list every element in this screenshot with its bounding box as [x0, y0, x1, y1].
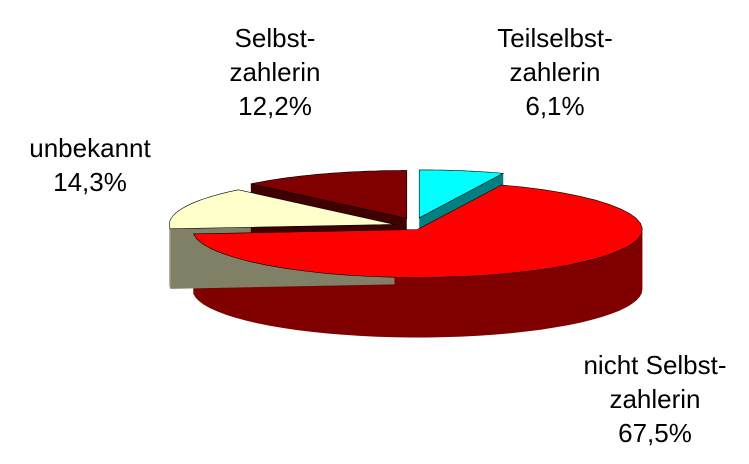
value-label: 12,2%: [238, 91, 312, 121]
slice-label: Teilselbst-zahlerin 6,1%: [497, 23, 613, 121]
label-line: zahlerin: [609, 384, 700, 414]
label-line: nicht Selbst-: [583, 350, 726, 380]
value-label: 14,3%: [53, 167, 127, 197]
label-line: Teilselbst-: [497, 23, 613, 53]
label-line: unbekannt: [29, 133, 151, 163]
slice-label: nicht Selbst-zahlerin 67,5%: [583, 350, 726, 448]
label-line: zahlerin: [229, 57, 320, 87]
value-label: 6,1%: [525, 91, 584, 121]
slice: [418, 169, 505, 219]
label-line: Selbst-: [235, 23, 316, 53]
slice: [169, 189, 395, 230]
value-label: 67,5%: [618, 418, 692, 448]
slice-label: Selbst-zahlerin 12,2%: [229, 23, 320, 121]
label-line: zahlerin: [509, 57, 600, 87]
slice-side: [193, 229, 643, 338]
slice: [192, 184, 643, 278]
slice: [250, 170, 408, 219]
slice-label: unbekannt 14,3%: [29, 133, 151, 197]
slice-side: [169, 224, 171, 289]
